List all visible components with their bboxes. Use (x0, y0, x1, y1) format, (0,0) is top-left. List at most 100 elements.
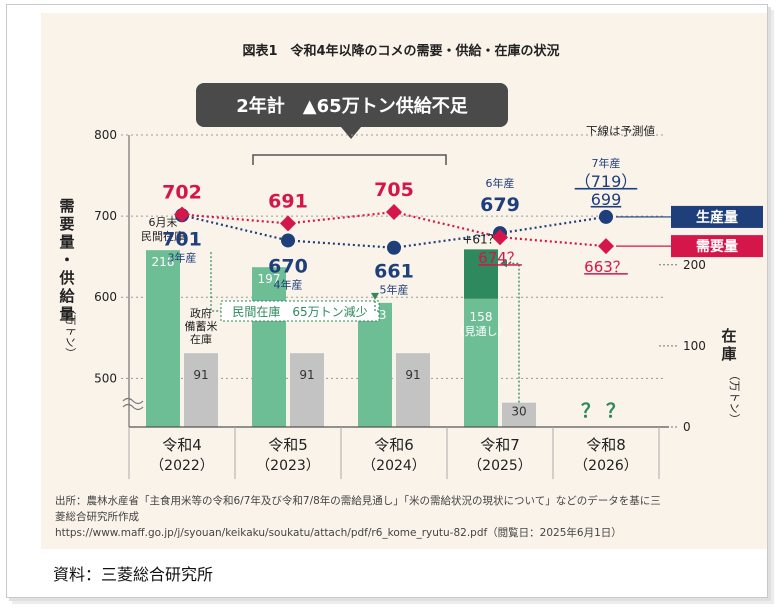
right-axis-title-char: 在 (721, 327, 736, 345)
private-stock-bar (464, 298, 498, 427)
axis-break-mark (122, 397, 144, 411)
x-tick-year: （2022） (150, 458, 214, 474)
production-segment (181, 214, 289, 242)
production-point (281, 233, 295, 248)
chart-panel: 図表1 令和4年以降のコメの需要・供給・在庫の状況 2年計 ▲65万トン供給不足… (41, 13, 767, 549)
plus-stock-bar (464, 249, 498, 299)
demand-label: 705 (374, 179, 414, 201)
x-tick-year: （2023） (256, 458, 320, 474)
reduction-arrow-head (371, 292, 379, 300)
left-tick-label: 800 (94, 128, 117, 142)
right-axis-unit: （万トン） (728, 370, 741, 425)
demand-segment (287, 210, 395, 225)
private-stock-bar (358, 302, 392, 427)
demand-label: 691 (268, 190, 308, 212)
source-line-3: https://www.maff.go.jp/j/syouan/keikaku/… (55, 527, 622, 539)
production-label: 701 (162, 228, 202, 250)
production-sublabel: 7年産 (592, 156, 621, 170)
gov-stock-legend: 在庫 (190, 332, 212, 346)
reduction-callout: 民間在庫 65万トン減少 (210, 252, 380, 322)
left-axis-title-char: 需 (59, 197, 74, 215)
private-stock-bar (146, 250, 180, 427)
reduction-path (210, 252, 379, 312)
demand-point (598, 238, 614, 255)
demand-label: 702 (162, 181, 202, 203)
source-line-2: 菱総合研究所作成 (55, 511, 139, 523)
private-stock-value: 158 (470, 310, 493, 324)
reduction-text: 民間在庫 65万トン減少 (232, 304, 367, 319)
left-axis-title-char: 量 (59, 305, 74, 323)
right-tick-label: 200 (683, 258, 706, 272)
production-sublabel: 5年産 (380, 283, 409, 297)
production-legend: 生産量 (616, 205, 763, 228)
left-axis-unit: （万トン） (64, 304, 77, 359)
left-axis-title: 需要量・供給量 (58, 197, 75, 323)
right-axis-title: 在庫 (721, 327, 736, 363)
production-label: 670 (268, 255, 308, 277)
gov-stock-bar (396, 353, 430, 427)
production-label: 661 (374, 261, 414, 283)
x-tick-era: 令和7 (480, 436, 520, 454)
demand-legend-text: 需要量 (696, 238, 738, 255)
left-tick-label: 500 (94, 371, 117, 385)
left-axis-title-char: 供 (58, 269, 74, 287)
production-legend-box (671, 205, 763, 228)
left-tick-label: 700 (94, 209, 117, 223)
left-axis-title-char: 量 (59, 233, 74, 251)
left-axis-title-char: ・ (59, 251, 74, 269)
x-tick-era: 令和8 (586, 436, 626, 454)
demand-label: 674？ (478, 249, 522, 267)
production-point (599, 209, 613, 224)
demand-point (174, 206, 190, 223)
gov-stock-bar (184, 353, 218, 427)
private-stock-value: （見通し） (454, 325, 509, 338)
production-sublabel: 6年産 (486, 176, 515, 190)
gov-stock-value: 91 (193, 368, 208, 382)
private-stock-legend: 民間在庫 (141, 229, 185, 243)
production-label: 679 (480, 194, 520, 216)
x-tick-era: 令和4 (162, 436, 202, 454)
banner: 2年計 ▲65万トン供給不足 (196, 83, 508, 139)
production-point (387, 240, 401, 255)
gov-stock-bar (290, 353, 324, 427)
production-sublabel: 4年産 (274, 277, 303, 291)
private-stock-legend: 6月末 (149, 215, 178, 229)
private-stock-value: 218 (152, 255, 175, 269)
unknown-label: ？？ (581, 400, 631, 422)
x-tick-year: （2025） (468, 458, 532, 474)
demand-segment (499, 236, 607, 248)
production-label: 699 (591, 190, 622, 209)
production-segment (287, 239, 395, 249)
x-tick-era: 令和6 (374, 436, 414, 454)
plus-arrow-head (500, 259, 507, 268)
left-axis-title-char: 要 (59, 215, 74, 233)
right-axis-title-char: 庫 (721, 345, 736, 363)
private-stock-value: 197 (258, 272, 281, 286)
banner-bracket (252, 154, 447, 165)
banner-text: 2年計 ▲65万トン供給不足 (236, 95, 467, 117)
production-legend-text: 生産量 (696, 209, 738, 226)
demand-label: 663？ (584, 258, 628, 276)
demand-point (386, 204, 402, 221)
production-segment (499, 215, 607, 235)
demand-segment (393, 210, 501, 239)
source-line-1: 出所：農林水産省「主食用米等の令和6/7年及び令和7/8年の需給見通し」「米の需… (55, 495, 661, 507)
gov-stock-legend: 備蓄米 (185, 320, 218, 333)
forecast-note: 下線は予測値 (586, 124, 655, 138)
left-axis-title-char: 給 (59, 287, 75, 305)
gov-stock-value: 91 (299, 368, 314, 382)
production-extra-label: （719） (575, 172, 638, 191)
demand-point (492, 229, 508, 246)
demand-point (280, 215, 296, 232)
left-tick-label: 600 (94, 290, 117, 304)
right-tick-label: 0 (683, 420, 691, 434)
source-notes: 出所：農林水産省「主食用米等の令和6/7年及び令和7/8年の需給見通し」「米の需… (55, 493, 745, 541)
gov-stock-value: 30 (511, 405, 526, 419)
right-tick-label: 100 (683, 339, 706, 353)
x-tick-year: （2026） (574, 458, 638, 474)
demand-legend-box (671, 235, 763, 258)
private-stock-bar (252, 267, 286, 427)
production-sublabel: 3年産 (168, 250, 197, 264)
x-tick-era: 令和5 (268, 436, 308, 454)
figure-frame: 図表1 令和4年以降のコメの需要・供給・在庫の状況 2年計 ▲65万トン供給不足… (6, 4, 768, 598)
